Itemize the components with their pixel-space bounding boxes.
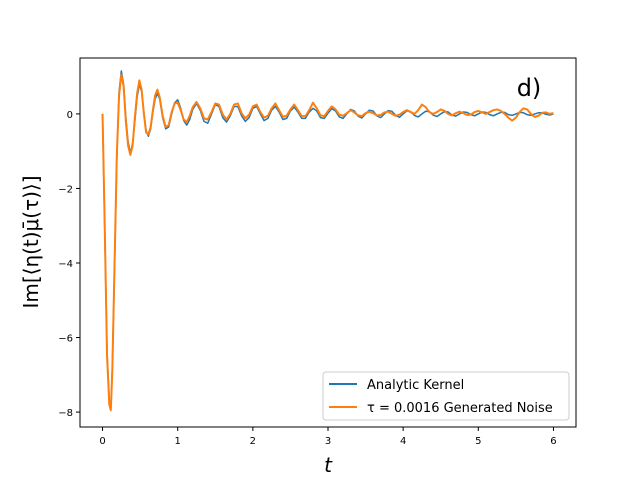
y-axis-ticks: −8 −6 −4 −2 0 xyxy=(58,110,80,419)
x-tick-label: 4 xyxy=(400,436,406,447)
x-tick-label: 2 xyxy=(250,436,256,447)
x-axis-ticks: 0 1 2 3 4 5 6 xyxy=(99,427,557,447)
y-tick-label: −2 xyxy=(58,184,73,195)
legend-label-analytic-kernel: Analytic Kernel xyxy=(367,378,464,393)
y-tick-label: −8 xyxy=(58,408,73,419)
y-axis-label: Im[⟨η(t)μ̄(τ)⟩] xyxy=(19,175,43,308)
x-tick-label: 1 xyxy=(175,436,181,447)
y-tick-label: −4 xyxy=(58,259,73,270)
y-tick-label: 0 xyxy=(67,110,73,121)
panel-label: d) xyxy=(517,74,542,102)
x-tick-label: 0 xyxy=(99,436,105,447)
series-line-generated-noise xyxy=(101,73,554,412)
legend-box xyxy=(322,371,570,421)
x-tick-label: 3 xyxy=(325,436,331,447)
x-axis-label: t xyxy=(324,453,333,477)
legend-label-generated-noise: τ = 0.0016 Generated Noise xyxy=(367,401,553,416)
x-tick-label: 5 xyxy=(475,436,481,447)
series-layer xyxy=(101,70,554,412)
x-tick-label: 6 xyxy=(550,436,556,447)
legend: Analytic Kernel τ = 0.0016 Generated Noi… xyxy=(322,371,570,421)
y-tick-label: −6 xyxy=(58,334,73,345)
